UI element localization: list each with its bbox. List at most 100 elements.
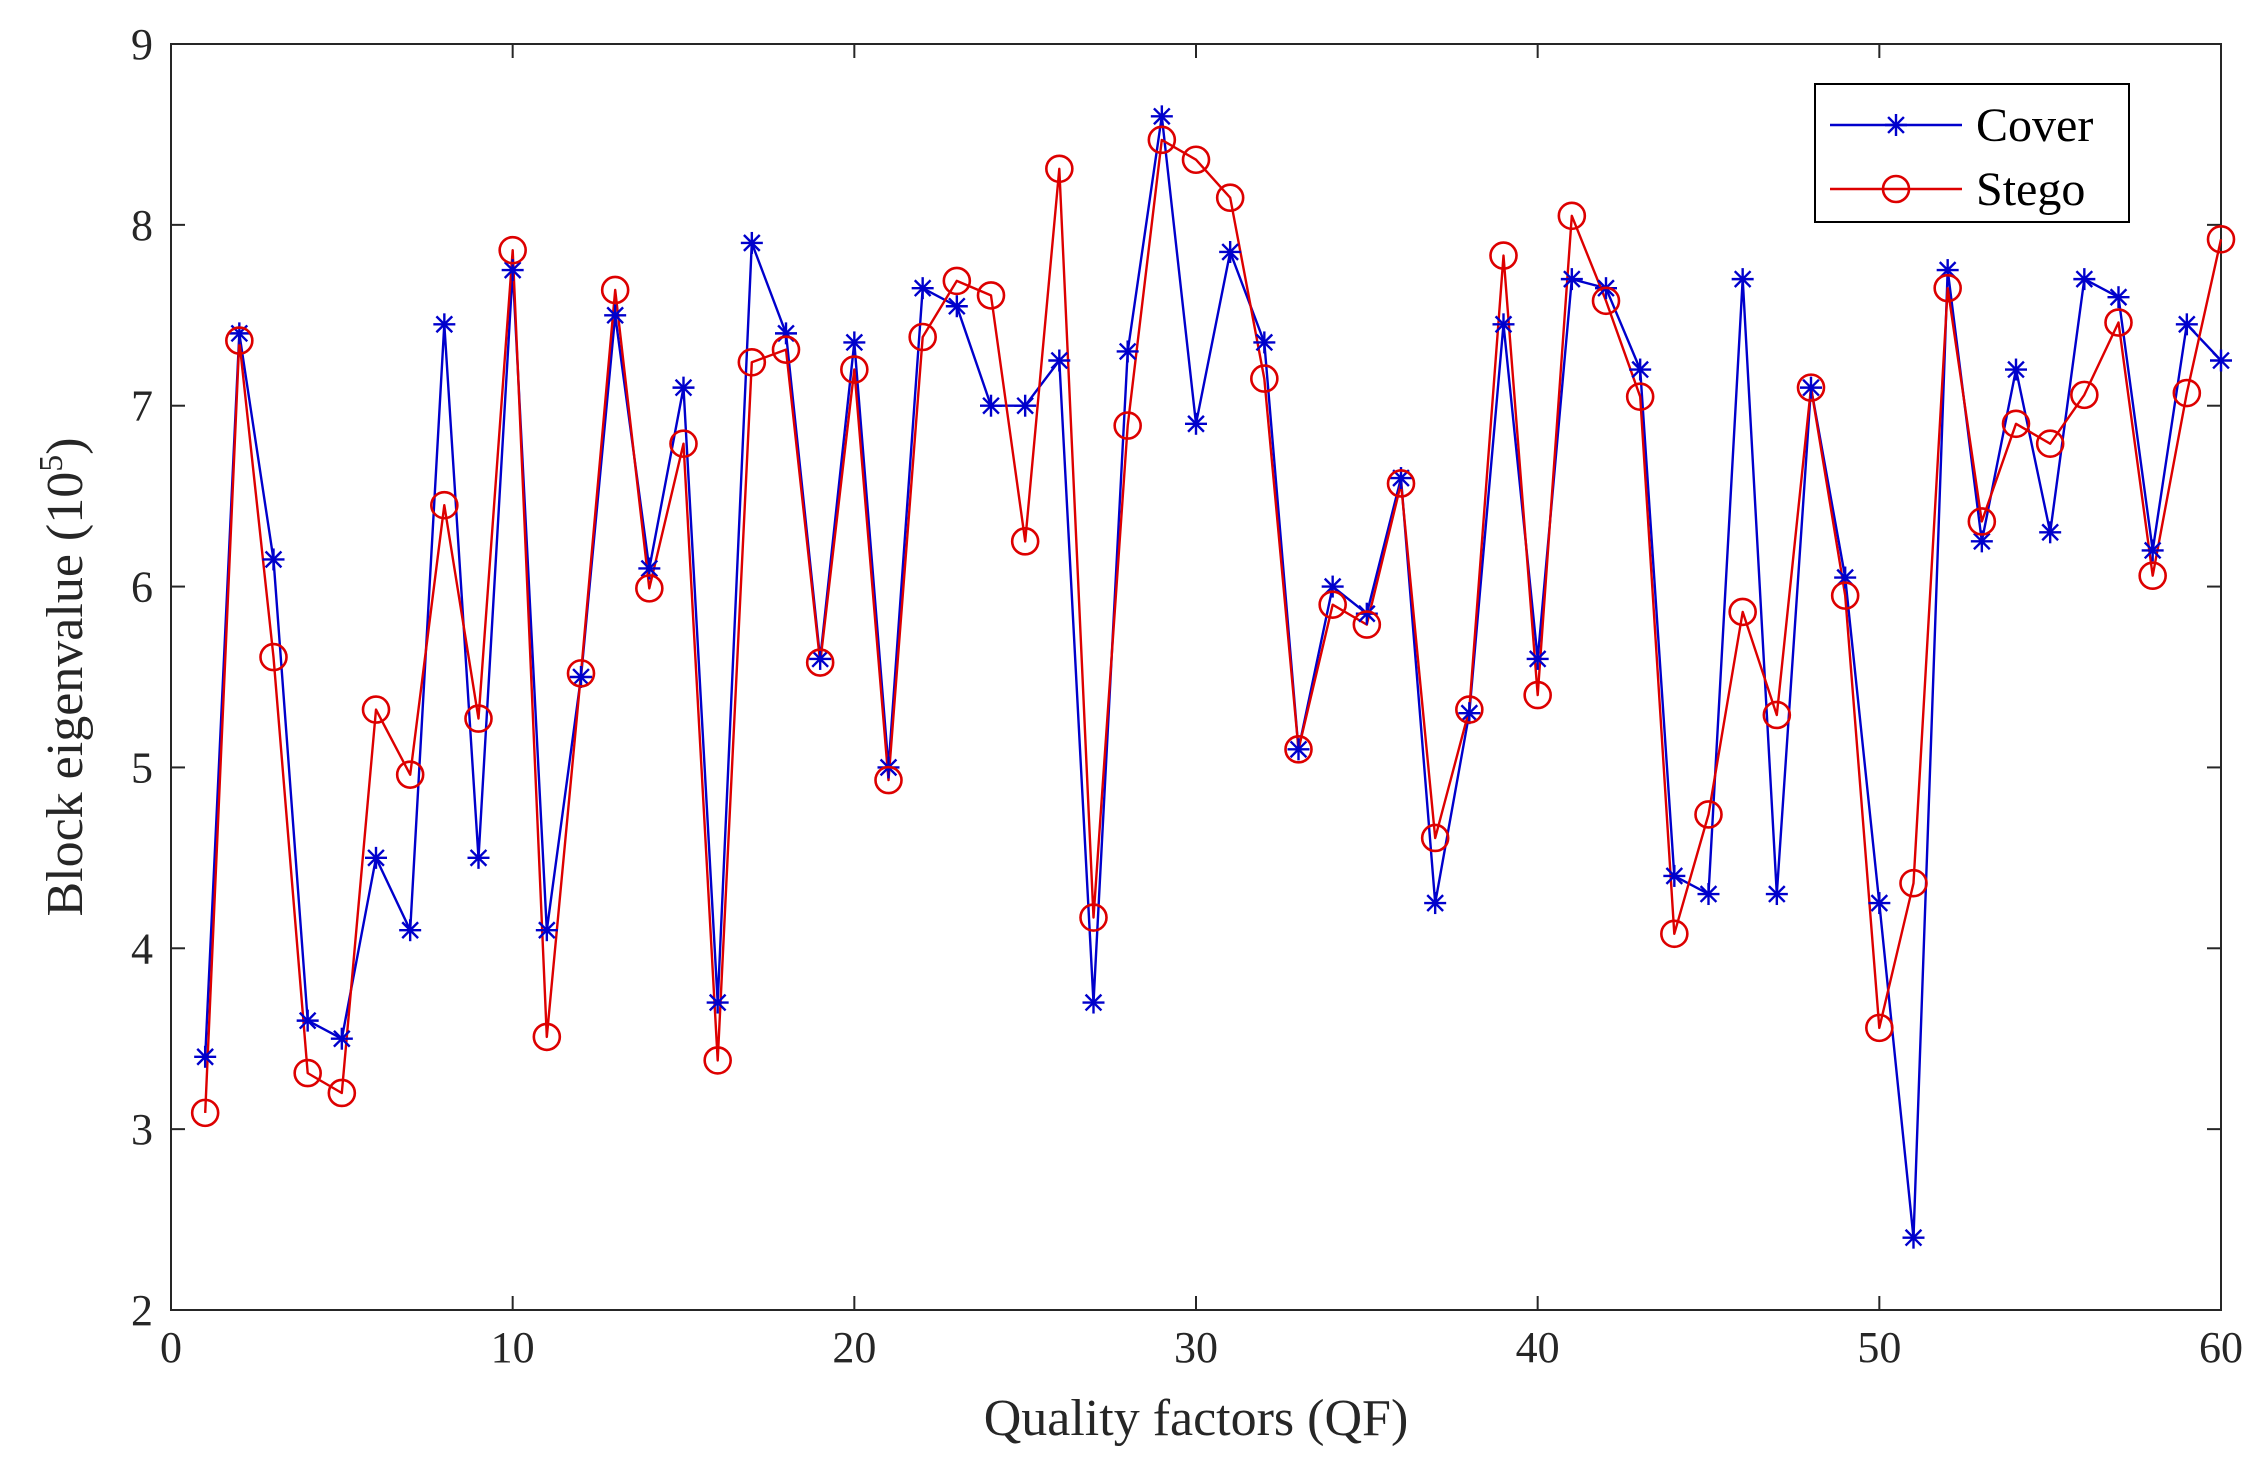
x-tick-label: 40 [1516, 1323, 1560, 1372]
x-tick-labels: 0 10 20 30 40 50 60 [160, 1323, 2243, 1372]
asterisk-stroke [1699, 885, 1718, 903]
data-point-cover [1697, 883, 1720, 906]
asterisk-stroke [333, 1029, 351, 1048]
data-point-cover [365, 846, 387, 869]
data-point-cover [194, 1045, 217, 1068]
data-point-cover [1492, 313, 1515, 336]
data-point-stego [1694, 800, 1723, 829]
asterisk-stroke [1887, 116, 1905, 134]
data-point-stego [1284, 735, 1313, 764]
data-point-stego [1215, 183, 1245, 213]
data-point-stego [1045, 154, 1074, 184]
data-point-cover [1048, 349, 1071, 372]
data-point-cover [1526, 647, 1549, 670]
legend-marker-stego [1881, 174, 1911, 204]
asterisk-stroke [264, 550, 283, 569]
asterisk-stroke [1563, 270, 1581, 288]
asterisk-stroke [2212, 351, 2230, 370]
asterisk-stroke [572, 668, 590, 686]
data-point-stego [942, 266, 972, 296]
data-point-stego [1865, 1013, 1894, 1043]
asterisk-stroke [948, 297, 966, 316]
asterisk-stroke [1631, 360, 1649, 379]
asterisk-stroke [1153, 107, 1171, 126]
asterisk-stroke [2007, 360, 2025, 379]
asterisk-stroke [982, 396, 1000, 415]
data-point-cover [2005, 358, 2027, 381]
data-point-stego [1796, 373, 1826, 402]
asterisk-stroke [1460, 704, 1479, 722]
asterisk-stroke [1050, 351, 1069, 370]
data-point-stego [532, 1022, 562, 1052]
data-point-stego [1967, 507, 1997, 536]
x-tick-label: 30 [1174, 1323, 1218, 1372]
asterisk-stroke [2109, 288, 2128, 306]
data-point-cover [2039, 521, 2062, 544]
asterisk-stroke [298, 1011, 317, 1030]
data-point-stego [259, 642, 288, 672]
data-point-cover [1185, 412, 1207, 435]
data-point-cover [1082, 991, 1105, 1014]
data-point-stego [2104, 308, 2133, 337]
data-point-stego [1250, 364, 1279, 393]
asterisk-stroke [1426, 894, 1444, 912]
data-point-stego [464, 704, 493, 733]
data-point-stego [1728, 597, 1757, 627]
data-point-cover [672, 376, 695, 399]
data-point-cover [604, 304, 627, 327]
data-point-stego [1933, 273, 1962, 303]
asterisk-stroke [367, 849, 385, 867]
data-point-stego [1762, 700, 1792, 730]
data-point-stego [805, 648, 835, 677]
data-point-stego [600, 275, 630, 305]
axis-ticks [170, 43, 2222, 1311]
data-point-stego [1318, 590, 1347, 619]
data-point-stego [2035, 429, 2065, 458]
asterisk-stroke [1768, 885, 1786, 903]
data-point-cover [1970, 530, 1993, 553]
data-point-cover [1868, 892, 1891, 915]
data-point-stego [1625, 382, 1655, 411]
x-axis-title: Quality factors (QF) [984, 1390, 1409, 1447]
legend-box [1814, 83, 2130, 223]
asterisk-stroke [435, 315, 454, 334]
data-point-stego [669, 429, 698, 458]
data-point-cover [228, 322, 251, 345]
data-point-stego [976, 281, 1006, 310]
asterisk-stroke [708, 993, 727, 1012]
data-point-cover [296, 1009, 319, 1032]
y-tick-label: 4 [131, 924, 153, 973]
legend-label-stego: Stego [1976, 163, 2085, 216]
asterisk-stroke [538, 921, 556, 939]
data-point-stego [1352, 610, 1382, 639]
y-axis-title-main: Block eigenvalue (10 [37, 472, 94, 917]
asterisk-stroke [1528, 650, 1547, 668]
plot-area [170, 43, 2222, 1311]
asterisk-stroke [2075, 270, 2094, 288]
data-point-stego [908, 322, 937, 352]
data-point-cover [1219, 240, 1242, 263]
asterisk-stroke [2178, 315, 2196, 334]
data-point-cover [1800, 376, 1822, 399]
data-point-stego [2206, 225, 2236, 254]
data-point-stego [225, 326, 254, 355]
y-tick-label: 5 [131, 743, 153, 792]
asterisk-stroke [503, 261, 522, 279]
data-point-stego [1113, 411, 1142, 440]
data-point-stego [771, 335, 801, 364]
data-point-cover [1287, 738, 1310, 761]
data-point-stego [1420, 823, 1450, 853]
data-point-stego [430, 490, 459, 520]
legend-marker-cover [1885, 114, 1907, 136]
data-point-cover [706, 991, 729, 1014]
y-tick-label: 7 [131, 382, 153, 431]
data-point-cover [1458, 702, 1481, 725]
x-tick-label: 60 [2199, 1323, 2243, 1372]
data-point-cover [467, 846, 490, 869]
data-point-stego [1181, 145, 1211, 175]
legend: Cover Stego [1814, 83, 2130, 223]
asterisk-stroke [2041, 523, 2059, 542]
data-point-cover [1424, 892, 1447, 915]
data-point-stego [874, 765, 903, 795]
